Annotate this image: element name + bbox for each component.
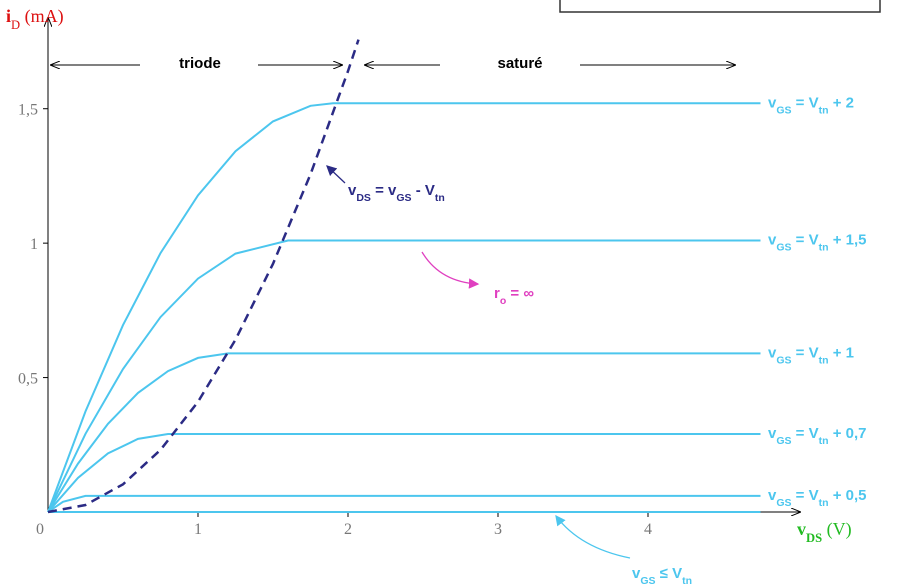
label: iD (mA) bbox=[6, 6, 64, 32]
label-part: + 0,7 bbox=[829, 425, 867, 442]
label-part: v bbox=[632, 565, 641, 582]
label: vGS = Vtn + 0,7 bbox=[768, 425, 867, 447]
label: vGS = Vtn + 2 bbox=[768, 94, 854, 116]
characteristic-curve bbox=[47, 102, 761, 513]
x-tick-label: 1 bbox=[194, 521, 202, 538]
label-part: D bbox=[11, 18, 20, 32]
label-part: r bbox=[494, 285, 500, 302]
characteristic-curve bbox=[47, 352, 761, 513]
label-part: ≤ V bbox=[656, 565, 683, 582]
arrow bbox=[555, 514, 631, 559]
boundary-curve bbox=[47, 39, 360, 514]
label-part: - V bbox=[412, 182, 435, 199]
label: ro = ∞ bbox=[494, 285, 534, 307]
label-part: = V bbox=[792, 344, 819, 361]
x-tick-label: 4 bbox=[644, 521, 652, 538]
label-part: tn bbox=[819, 497, 829, 509]
y-tick-label: 1 bbox=[30, 236, 38, 253]
label-part: GS bbox=[776, 104, 791, 116]
y-tick-label: 1,5 bbox=[18, 102, 38, 119]
label: vGS = Vtn + 1,5 bbox=[768, 231, 867, 253]
label-part: + 0,5 bbox=[829, 487, 867, 504]
label-part: = V bbox=[792, 231, 819, 248]
label-part: v bbox=[768, 487, 777, 504]
label-part: + 1 bbox=[829, 344, 854, 361]
label-part: GS bbox=[776, 241, 791, 253]
label: vGS = Vtn + 1 bbox=[768, 344, 854, 366]
characteristic-curve bbox=[47, 494, 761, 513]
label-part: v bbox=[768, 94, 777, 111]
label-part: tn bbox=[682, 575, 692, 587]
label-part: GS bbox=[396, 192, 411, 204]
label-part: + 1,5 bbox=[829, 231, 867, 248]
label-part: tn bbox=[819, 241, 829, 253]
x-tick-label: 0 bbox=[36, 521, 44, 538]
label-part: GS bbox=[640, 575, 655, 587]
label-part: + 2 bbox=[829, 94, 854, 111]
frame bbox=[559, 0, 881, 13]
region-label: saturé bbox=[497, 55, 542, 72]
label-part: DS bbox=[806, 531, 822, 545]
label-part: GS bbox=[776, 435, 791, 447]
label-part: v bbox=[768, 231, 777, 248]
region-label: triode bbox=[179, 55, 221, 72]
label-part: (V) bbox=[822, 519, 852, 540]
label-part: (mA) bbox=[20, 6, 64, 27]
characteristic-curve bbox=[47, 433, 761, 513]
label-part: v bbox=[768, 425, 777, 442]
label-part: GS bbox=[776, 354, 791, 366]
arrow bbox=[421, 251, 480, 289]
label-part: tn bbox=[819, 354, 829, 366]
label-part: GS bbox=[776, 497, 791, 509]
label-part: = ∞ bbox=[506, 285, 534, 302]
arrow bbox=[326, 165, 346, 184]
label: vGS ≤ Vtn bbox=[632, 565, 692, 587]
x-tick-label: 3 bbox=[494, 521, 502, 538]
label-part: tn bbox=[435, 192, 445, 204]
label: vDS (V) bbox=[797, 519, 852, 545]
label-part: v bbox=[768, 344, 777, 361]
characteristic-curve bbox=[47, 239, 761, 513]
label-part: = V bbox=[792, 94, 819, 111]
label-part: tn bbox=[819, 435, 829, 447]
label: vDS = vGS - Vtn bbox=[348, 182, 445, 204]
label: vGS = Vtn + 0,5 bbox=[768, 487, 867, 509]
y-tick-label: 0,5 bbox=[18, 371, 38, 388]
label-part: v bbox=[348, 182, 357, 199]
label-part: i bbox=[6, 6, 11, 26]
label-part: = V bbox=[792, 425, 819, 442]
label-part: o bbox=[500, 295, 506, 307]
label-part: = v bbox=[371, 182, 397, 199]
label-part: = V bbox=[792, 487, 819, 504]
label-part: DS bbox=[356, 192, 371, 204]
label-part: tn bbox=[819, 104, 829, 116]
x-tick-label: 2 bbox=[344, 521, 352, 538]
label-part: v bbox=[797, 519, 806, 539]
